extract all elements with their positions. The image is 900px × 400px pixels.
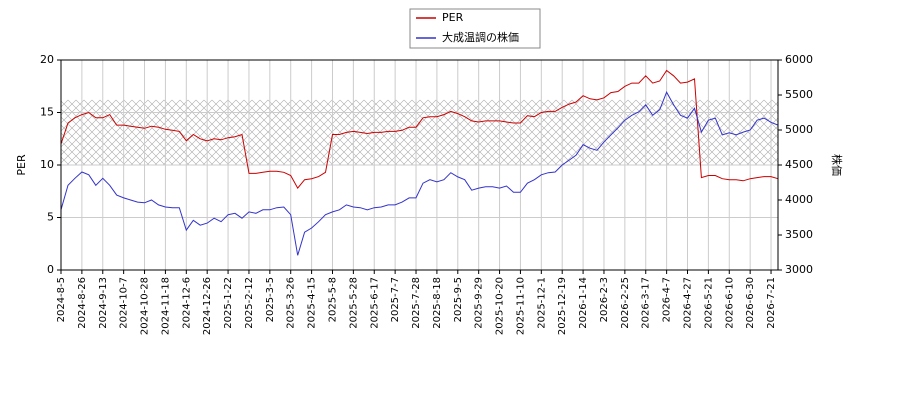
x-tick-label: 2025-8-18 [432, 277, 443, 329]
y-tick-label: 10 [40, 158, 54, 171]
y2-tick-label: 4000 [785, 193, 813, 206]
x-tick-label: 2026-2-3 [599, 277, 610, 322]
x-tick-label: 2025-12-1 [536, 277, 547, 329]
y2-axis-label: 株価 [830, 154, 844, 176]
x-tick-label: 2025-10-20 [495, 277, 506, 335]
x-tick-label: 2026-2-25 [620, 277, 631, 329]
y-tick-label: 5 [47, 211, 54, 224]
x-tick-label: 2026-4-7 [662, 277, 673, 322]
x-tick-label: 2024-12-26 [202, 277, 213, 335]
series-line [60, 91, 779, 256]
y-tick-label: 0 [47, 263, 54, 276]
x-tick-label: 2024-12-6 [181, 277, 192, 329]
legend: PER 大成温調の株価 [409, 8, 541, 49]
x-tick-label: 2025-3-5 [265, 277, 276, 322]
x-tick-label: 2025-5-28 [348, 277, 359, 329]
x-tick-label: 2026-6-30 [745, 277, 756, 329]
x-tick-label: 2024-8-26 [77, 277, 88, 329]
y2-tick-label: 3500 [785, 228, 813, 241]
plot-frame [60, 59, 779, 271]
x-tick-label: 2025-9-29 [474, 277, 485, 329]
x-tick-label: 2025-9-5 [453, 277, 464, 322]
x-tick-label: 2025-5-8 [327, 277, 338, 322]
x-tick-label: 2025-7-7 [390, 277, 401, 322]
x-tick-label: 2025-12-19 [557, 277, 568, 335]
legend-label: PER [442, 11, 464, 24]
x-tick-label: 2024-9-13 [98, 277, 109, 329]
series-line [60, 69, 779, 189]
x-tick-label: 2025-7-28 [411, 277, 422, 329]
x-tick-label: 2024-10-28 [140, 277, 151, 335]
y-axis-label: PER [15, 154, 28, 176]
x-tick-label: 2025-3-26 [286, 277, 297, 329]
x-tick-label: 2024-11-18 [160, 277, 171, 335]
y2-tick-label: 5000 [785, 123, 813, 136]
x-tick-label: 2026-6-10 [724, 277, 735, 329]
x-tick-label: 2025-6-17 [369, 277, 380, 329]
x-tick-label: 2025-11-10 [515, 277, 526, 335]
x-tick-label: 2026-5-21 [703, 277, 714, 329]
x-tick-label: 2026-3-17 [641, 277, 652, 329]
y2-tick-label: 6000 [785, 53, 813, 66]
legend-box [409, 8, 541, 49]
x-tick-label: 2026-1-14 [578, 277, 589, 329]
x-tick-label: 2024-10-7 [119, 277, 130, 329]
x-tick-label: 2025-1-22 [223, 277, 234, 329]
x-tick-label: 2024-8-5 [56, 277, 67, 322]
band [61, 99, 778, 165]
y2-tick-label: 4500 [785, 158, 813, 171]
y2-tick-label: 5500 [785, 88, 813, 101]
x-tick-label: 2026-7-21 [766, 277, 777, 329]
x-tick-label: 2026-4-27 [683, 277, 694, 329]
y2-tick-label: 3000 [785, 263, 813, 276]
x-tick-label: 2025-4-15 [307, 277, 318, 329]
y-tick-label: 15 [40, 106, 54, 119]
y-tick-label: 20 [40, 53, 54, 66]
x-tick-label: 2025-2-12 [244, 277, 255, 329]
legend-label: 大成温調の株価 [442, 30, 519, 44]
